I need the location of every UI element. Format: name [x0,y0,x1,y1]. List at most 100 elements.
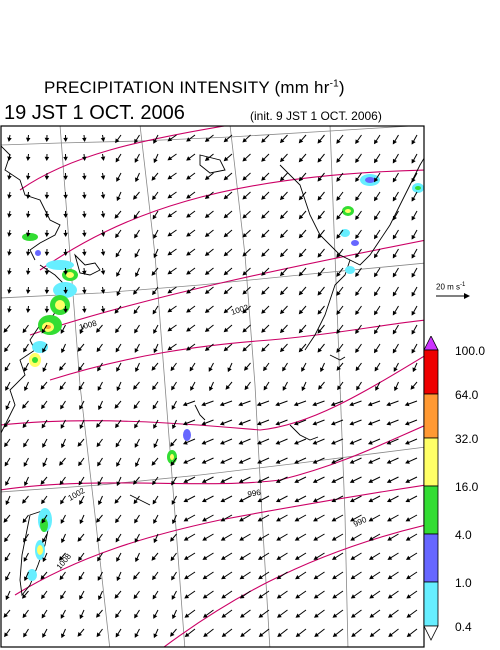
wind-vector-head [59,385,64,391]
wind-vector-head [239,517,244,522]
wind-vector-head [42,538,47,543]
wind-vector-head [82,270,87,276]
wind-vector-head [63,156,68,162]
wind-vector-head [100,156,106,161]
wind-vector-head [152,385,157,391]
wind-vector-head [225,385,230,390]
wind-vector-head [294,517,300,522]
wind-vector-head [115,613,120,619]
wind-vector-head [239,574,245,580]
wind-vector-head [312,478,318,483]
wind-vector-head [182,421,188,426]
wind-vector-head [336,158,341,163]
wind-vector-head [317,195,322,201]
wind-vector-head [373,272,379,278]
wind-vector-head [298,176,304,182]
wind-reference-arrow [436,293,470,299]
wind-vector-head [61,348,66,354]
wind-vector-head [336,177,341,182]
wind-vector-head [133,499,138,505]
wind-vector-head [5,386,10,391]
wind-vector-head [375,386,380,391]
wind-vector-head [153,253,158,259]
wind-vector-head [204,156,210,161]
wind-vector-head [387,517,392,522]
wind-vector-head [223,232,229,238]
wind-vector-head [134,613,139,619]
wind-vector-head [261,290,266,295]
wind-vector-head [152,404,157,410]
wind-vector-head [355,215,360,221]
wind-vector-head [314,632,319,638]
wind-vector-head [411,196,416,202]
wind-vector-head [411,272,416,278]
wind-vector-head [411,253,416,259]
wind-vector-head [152,480,157,486]
wind-vector-head [171,385,176,391]
wind-vector-head [373,196,379,202]
wind-vector-head [318,385,323,390]
colorbar-4-16 [424,485,439,535]
wind-vector-head [79,595,84,600]
wind-vector-head [238,421,244,426]
wind-vector-head [41,328,46,334]
wind-vector-head [23,347,28,353]
wind-vector-head [410,385,415,390]
wind-vector-head [153,614,158,619]
wind-vector-head [170,461,175,467]
wind-vector-head [204,327,210,332]
isobars [1,126,424,647]
wind-vector-head [261,233,266,238]
wind-vector-head [336,366,341,371]
wind-vector-head [220,555,226,560]
wind-vector-head [349,459,355,464]
wind-vector-head [22,518,27,524]
wind-vector-head [275,401,280,407]
wind-vector-head [275,440,281,445]
wind-vector-head [60,499,65,505]
wind-vector-head [405,478,411,483]
wind-vector-head [238,440,244,445]
wind-vector-head [115,328,120,334]
wind-vector-head [355,272,360,278]
wind-vector-head [261,176,266,181]
wind-vector-head [336,272,341,277]
wind-vector-head [336,348,341,353]
wind-vector-head [386,401,391,407]
wind-vector-head [221,574,226,580]
wind-vector-head [275,421,281,426]
wind-vector-head [257,517,263,522]
wind-vector-head [204,194,210,199]
wind-vector-head [153,234,158,239]
wind-vector-head [116,272,121,277]
wind-vector-head [153,443,158,449]
wind-vector-head [153,538,158,544]
wind-vector-head [134,138,139,144]
wind-vector-head [412,367,417,373]
wind-vector-head [392,310,397,316]
wind-vector-head [373,348,379,354]
wind-vector-head [220,517,226,522]
wind-vector-head [242,233,248,238]
wind-vector-head [186,156,191,161]
wind-vector-head [332,632,338,638]
wind-vector-head [167,327,173,332]
wind-vector-head [221,613,227,618]
wind-vector-head [298,252,304,258]
wind-vector-head [134,538,139,543]
wind-vector-head [115,518,120,524]
colorbar-label-4: 4.0 [455,528,472,542]
wind-vector-head [204,251,210,256]
wind-vector-head [242,328,248,333]
wind-vector-head [239,594,245,599]
wind-vector-head [368,459,373,464]
wind-vector-head [386,459,392,464]
wind-vector-head [44,270,50,276]
wind-vector-head [133,575,138,580]
wind-vector-head [393,367,398,372]
wind-vector-head [349,440,355,445]
wind-vector-head [298,233,304,239]
wind-vector-head [5,500,10,506]
wind-vector-head [317,290,322,296]
wind-vector-head [242,195,248,200]
